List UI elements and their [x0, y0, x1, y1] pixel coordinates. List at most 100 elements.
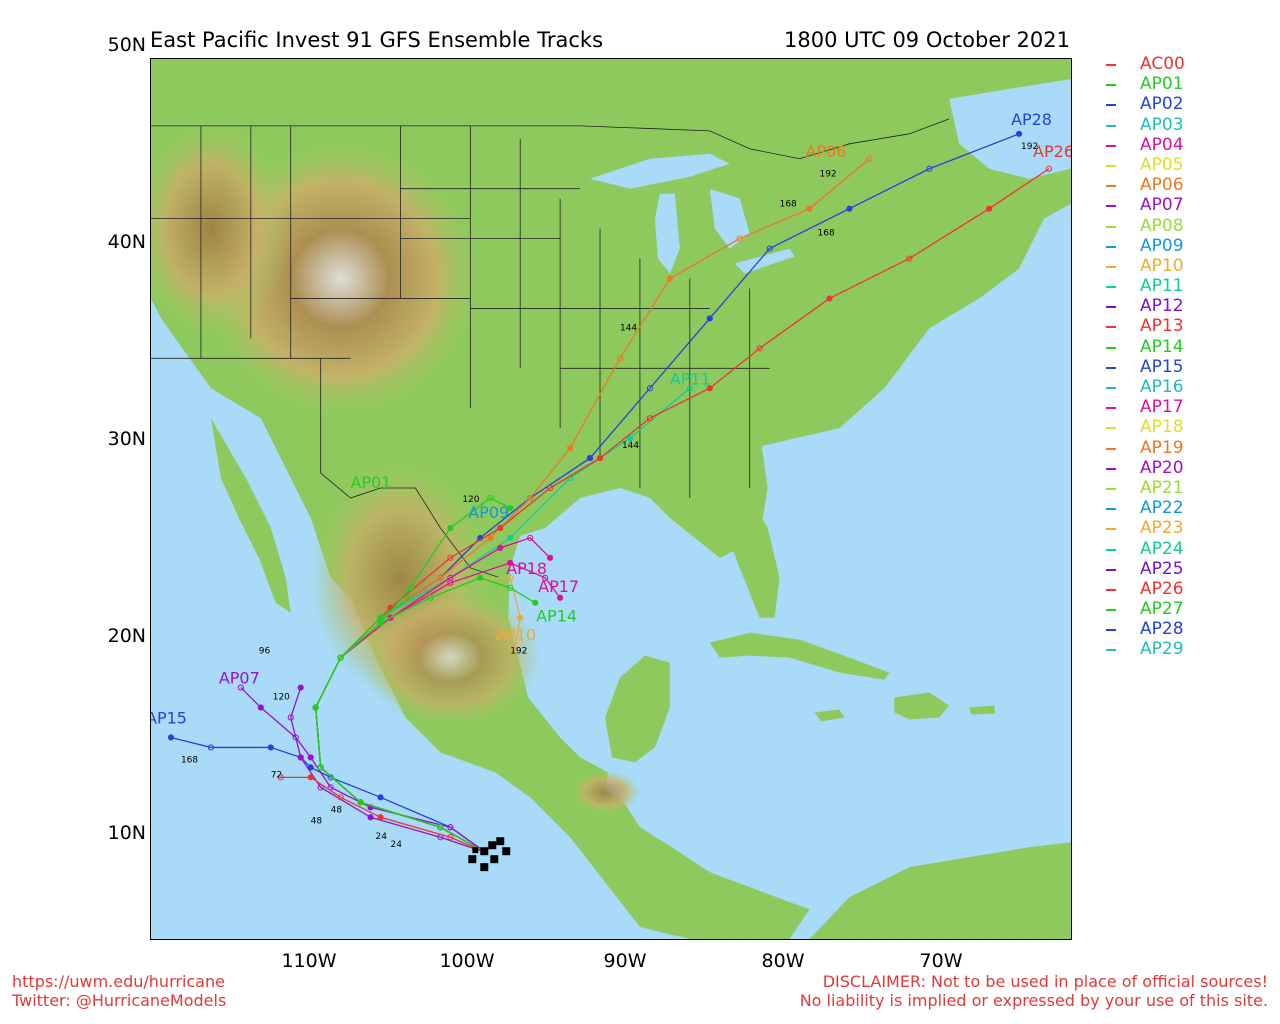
- forecast-hour-label: 48: [331, 805, 343, 815]
- legend-label: AP04: [1140, 134, 1184, 155]
- track-point-marker: [846, 205, 853, 212]
- legend-item: AP18: [1100, 417, 1270, 437]
- legend-dash-icon: [1106, 447, 1116, 450]
- legend-item: AP06: [1100, 175, 1270, 195]
- lake-superior: [590, 153, 730, 189]
- track-point-marker: [297, 684, 304, 691]
- track-point-marker: [447, 579, 454, 586]
- track-point-marker: [756, 345, 763, 352]
- legend-dash-icon: [1106, 164, 1116, 167]
- legend-label: AP23: [1140, 518, 1184, 539]
- track-point-marker: [327, 774, 334, 781]
- y-tick-30n: 30N: [107, 428, 146, 450]
- track-end-label: AP26: [1033, 142, 1072, 161]
- ensemble-track-line: [290, 687, 486, 853]
- legend-dash-icon: [1106, 629, 1116, 632]
- legend-label: AP26: [1140, 578, 1184, 599]
- track-point-marker: [307, 754, 314, 761]
- track-point-marker: [532, 599, 539, 606]
- track-point-marker: [292, 734, 299, 741]
- legend-dash-icon: [1106, 467, 1116, 470]
- legend-dash-icon: [1106, 649, 1116, 652]
- track-point-marker: [497, 524, 504, 532]
- track-point-marker: [666, 275, 673, 282]
- legend-label: AP06: [1140, 175, 1184, 196]
- legend-item: AP23: [1100, 518, 1270, 538]
- legend-dash-icon: [1106, 225, 1116, 228]
- forecast-hour-label: 24: [376, 832, 388, 842]
- legend-label: AP11: [1140, 276, 1184, 297]
- legend-item: AP27: [1100, 599, 1270, 619]
- forecast-hour-label: 24: [391, 840, 403, 850]
- track-point-marker: [367, 814, 374, 821]
- legend-label: AP28: [1140, 619, 1184, 640]
- legend-dash-icon: [1106, 427, 1116, 430]
- forecast-hour-label: 192: [820, 170, 837, 180]
- legend-dash-icon: [1106, 346, 1116, 349]
- track-point-marker: [337, 794, 344, 801]
- legend-label: AP29: [1140, 639, 1184, 660]
- footer-credits: https://uwm.edu/hurricane Twitter: @Hurr…: [12, 972, 226, 1010]
- lake-erie: [734, 248, 795, 274]
- track-point-marker: [377, 614, 384, 621]
- legend-label: AP13: [1140, 316, 1184, 337]
- track-point-marker: [377, 814, 384, 821]
- track-point-marker: [487, 494, 494, 502]
- track-point-marker: [477, 574, 484, 581]
- land-jamaica: [814, 709, 845, 722]
- forecast-hour-label: 120: [462, 495, 479, 505]
- track-end-label: AP28: [1011, 110, 1052, 129]
- track-point-marker: [527, 494, 534, 502]
- track-point-marker: [277, 774, 284, 781]
- footer-twitter[interactable]: Twitter: @HurricaneModels: [12, 991, 227, 1010]
- map-datetime: 1800 UTC 09 October 2021: [784, 28, 1070, 52]
- legend-label: AP27: [1140, 599, 1184, 620]
- legend-label: AP16: [1140, 377, 1184, 397]
- track-point-marker: [547, 554, 554, 561]
- legend-label: AP18: [1140, 417, 1184, 438]
- legend-item: AP08: [1100, 216, 1270, 236]
- legend-dash-icon: [1106, 265, 1116, 268]
- track-point-marker: [317, 764, 324, 771]
- legend-label: AP15: [1140, 356, 1184, 377]
- track-point-marker: [427, 594, 434, 601]
- legend-item: AP03: [1100, 115, 1270, 135]
- legend-item: AP02: [1100, 94, 1270, 114]
- legend-dash-icon: [1106, 487, 1116, 490]
- footer-url[interactable]: https://uwm.edu/hurricane: [12, 972, 225, 991]
- track-point-marker: [312, 704, 319, 711]
- track-end-label: AP01: [351, 473, 392, 492]
- terrain-great-basin: [151, 118, 291, 339]
- land-baja: [210, 418, 291, 613]
- track-point-marker: [806, 205, 813, 212]
- track-end-label: AP11: [670, 369, 711, 388]
- legend-item: AP22: [1100, 498, 1270, 518]
- lake-huron: [709, 188, 750, 249]
- terrain-mexico-plateau: [360, 587, 541, 728]
- track-point-marker: [547, 484, 554, 492]
- track-point-marker: [926, 165, 933, 172]
- legend-label: AP05: [1140, 154, 1184, 175]
- track-end-label: AP07: [219, 669, 260, 688]
- borders: [151, 118, 950, 579]
- track-point-marker: [866, 155, 873, 162]
- ensemble-track-line: [315, 497, 511, 853]
- track-point-marker: [307, 774, 314, 781]
- land-hispaniola: [894, 692, 950, 720]
- track-point-marker: [766, 245, 773, 252]
- track-point-marker: [377, 794, 384, 801]
- track-point-marker: [287, 714, 294, 721]
- y-tick-50n: 50N: [107, 34, 146, 56]
- y-tick-20n: 20N: [107, 625, 146, 647]
- ensemble-track-line: [280, 776, 486, 853]
- track-point-marker: [706, 385, 713, 392]
- legend-item: AP14: [1100, 337, 1270, 357]
- legend-item: AP19: [1100, 438, 1270, 458]
- legend-label: AP17: [1140, 397, 1184, 418]
- legend-dash-icon: [1106, 407, 1116, 410]
- x-tick-70w: 70W: [919, 950, 963, 972]
- legend-dash-icon: [1106, 185, 1116, 188]
- legend-label: AP21: [1140, 477, 1184, 498]
- legend-item: AP01: [1100, 74, 1270, 94]
